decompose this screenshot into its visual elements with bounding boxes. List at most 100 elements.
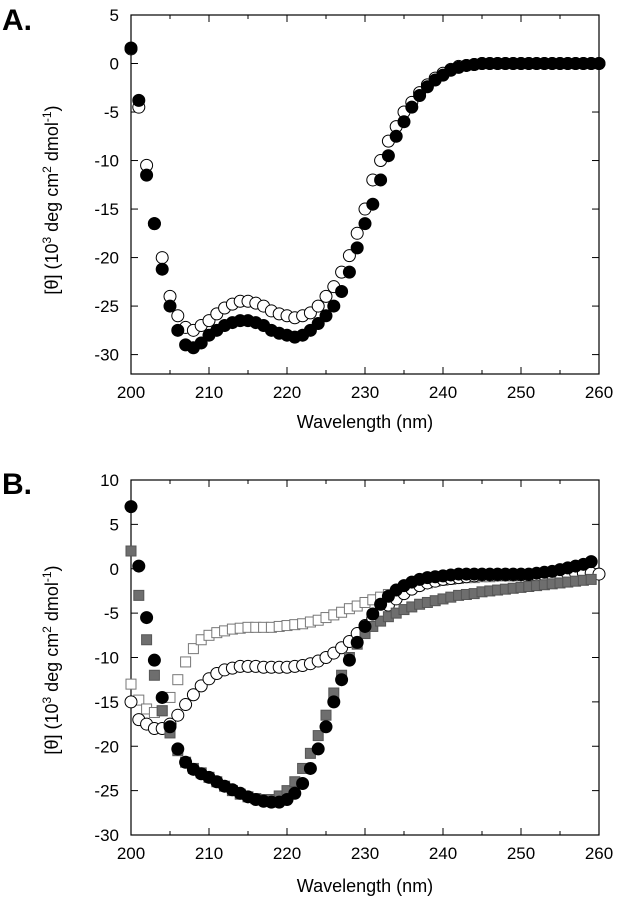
panel-b-data-point [125, 545, 137, 557]
panel-a-data-point [319, 289, 333, 303]
panel-a-data-point [405, 100, 419, 114]
panel-a-data-point [155, 262, 169, 276]
panel-a-data-point [335, 285, 349, 299]
panel-b-data-point [180, 656, 192, 668]
panel-a-y-tick-label: -30 [94, 346, 119, 365]
panel-b-data-point [187, 643, 199, 655]
panel-a-x-tick-label: 260 [585, 383, 613, 402]
panel-a-data-point [163, 299, 177, 313]
panel-a-series-filled-circles [124, 41, 606, 355]
panel-b-data-point [319, 720, 333, 734]
panel-a-data-point [311, 317, 325, 331]
panel-b-ticks: 200 210 220 230 240 250 260 10 5 0 -5 -10 -15 -20 -25 -… [94, 471, 613, 863]
panel-a-data-point [140, 168, 154, 182]
panel-b-data-point [350, 635, 364, 649]
panel-a-data-point [350, 241, 364, 255]
panel-b-series-filled-circles [124, 500, 598, 809]
panel-b-y-tick-label: 0 [110, 560, 119, 579]
panel-b-y-tick-label: -30 [94, 826, 119, 845]
panel-b-x-tick-label: 220 [273, 844, 301, 863]
panel-b-data-point [303, 761, 317, 775]
panel-b-y-axis-label: [θ] (103 deg cm2 dmol-1) [40, 565, 62, 754]
panel-a-data-point [311, 299, 325, 313]
panel-b-data-point [358, 619, 372, 633]
panel-b-data-point [133, 589, 145, 601]
panel-b-x-tick-label: 250 [507, 844, 535, 863]
panel-a-data-point [342, 265, 356, 279]
panel-a-x-tick-label: 250 [507, 383, 535, 402]
panel-a-data-point [366, 197, 380, 211]
panel-b-x-tick-label: 240 [429, 844, 457, 863]
panel-b-x-tick-label: 260 [585, 844, 613, 863]
panel-a-y-tick-label: 5 [110, 6, 119, 25]
panel-b-x-tick-label: 230 [351, 844, 379, 863]
panel-a-y-tick-label: -15 [94, 200, 119, 219]
panel-b-x-tick-label: 200 [117, 844, 145, 863]
panel-a-data-point [350, 226, 364, 240]
panel-a-data-point [413, 89, 427, 103]
panel-a-data-point [374, 173, 388, 187]
panel-b-y-tick-label: 5 [110, 515, 119, 534]
panel-b-data-point [124, 500, 138, 514]
panel-a-y-tick-label: -20 [94, 249, 119, 268]
panel-b-x-axis-label: Wavelength (nm) [297, 876, 433, 896]
panel-a-data-point [327, 299, 341, 313]
panel-b-data-point [585, 573, 597, 585]
panel-a-data-point [132, 93, 146, 107]
panel-a-series-open-circles [124, 42, 606, 337]
panel-b-data-point [125, 678, 137, 690]
panel-b-data-point [312, 730, 324, 742]
panel-a-data-point [319, 309, 333, 323]
panel-b-data-point [124, 695, 138, 709]
panel-a-data-point [194, 336, 208, 350]
panel-a-data-point [592, 57, 606, 71]
panel-b-plot-frame [130, 479, 600, 836]
panel-b-y-tick-label: -20 [94, 737, 119, 756]
panel-a-x-tick-label: 230 [351, 383, 379, 402]
panel-a-data-point [342, 249, 356, 263]
panel-b-data-point [156, 705, 168, 717]
panel-b: B. 200 210 220 230 240 250 260 10 5 0 -5 -10 -15 -20 -… [2, 468, 613, 896]
panel-b-data-point [148, 669, 160, 681]
panel-b-x-tick-label: 210 [195, 844, 223, 863]
panel-b-data-point [171, 742, 185, 756]
panel-b-data-point [172, 674, 184, 686]
panel-b-y-tick-label: -15 [94, 693, 119, 712]
panel-a-x-tick-label: 200 [117, 383, 145, 402]
panel-b-data-point [374, 597, 388, 611]
panel-a-y-tick-label: 0 [110, 55, 119, 74]
panel-b-data-point [320, 709, 332, 721]
panel-a-y-tick-label: -25 [94, 297, 119, 316]
panel-a-x-tick-label: 240 [429, 383, 457, 402]
panel-a: A. 200 210 220 230 240 250 260 5 0 -5 -10 -15 -20 -25… [2, 4, 613, 432]
panel-a-data-point [124, 41, 138, 55]
panel-a-data-points [124, 41, 606, 355]
panel-a-data-point [155, 251, 169, 265]
panel-a-letter: A. [2, 4, 32, 37]
panel-b-y-tick-label: -25 [94, 782, 119, 801]
panel-a-y-tick-label: -10 [94, 152, 119, 171]
panel-b-data-point [179, 698, 193, 712]
panel-b-data-points [124, 500, 606, 809]
panel-b-data-point [335, 673, 349, 687]
panel-b-data-point [366, 607, 380, 621]
panel-b-data-point [171, 708, 185, 722]
panel-b-y-tick-label: -10 [94, 649, 119, 668]
panel-a-x-tick-label: 220 [273, 383, 301, 402]
panel-a-x-tick-label: 210 [195, 383, 223, 402]
panel-b-data-point [155, 690, 169, 704]
panel-a-data-point [358, 217, 372, 231]
panel-a-data-point [389, 129, 403, 143]
panel-b-letter: B. [2, 468, 32, 501]
panel-b-data-point [147, 653, 161, 667]
panel-b-data-point [186, 688, 200, 702]
panel-a-data-point [381, 149, 395, 163]
panel-b-y-tick-label: -5 [104, 604, 119, 623]
panel-a-data-point [147, 217, 161, 231]
panel-b-data-point [132, 559, 146, 573]
panel-a-data-point [171, 323, 185, 337]
panel-a-data-point [397, 115, 411, 129]
panel-a-ticks: 200 210 220 230 240 250 260 5 0 -5 -10 -15 -20 -25 -30 [94, 6, 613, 402]
panel-b-y-tick-label: 10 [100, 471, 119, 490]
